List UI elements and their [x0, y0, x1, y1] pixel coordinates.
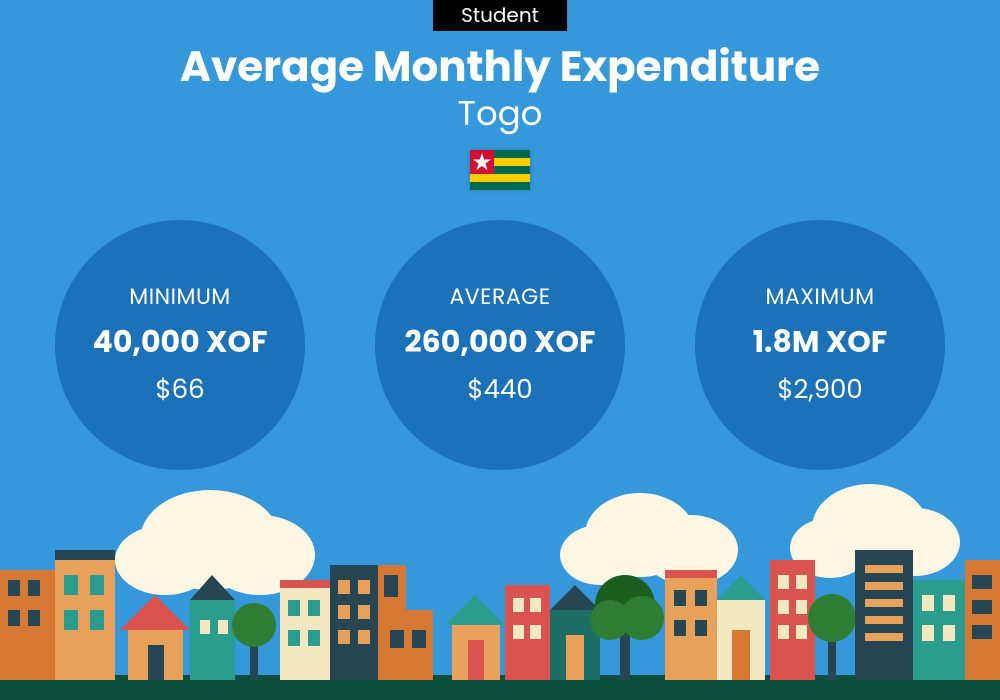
stat-value: 40,000 XOF: [93, 319, 268, 365]
stat-usd: $66: [155, 371, 204, 410]
stat-label: AVERAGE: [449, 280, 550, 313]
stat-circle-maximum: MAXIMUM 1.8M XOF $2,900: [695, 220, 945, 470]
stat-circle-average: AVERAGE 260,000 XOF $440: [375, 220, 625, 470]
stat-label: MAXIMUM: [765, 280, 874, 313]
stat-usd: $440: [467, 371, 532, 410]
stat-value: 1.8M XOF: [753, 319, 888, 365]
stat-circles-row: MINIMUM 40,000 XOF $66 AVERAGE 260,000 X…: [0, 220, 1000, 470]
stat-circle-minimum: MINIMUM 40,000 XOF $66: [55, 220, 305, 470]
togo-flag-icon: [470, 150, 530, 190]
country-name: Togo: [0, 88, 1000, 139]
persona-badge: Student: [433, 0, 567, 31]
stat-usd: $2,900: [777, 371, 862, 410]
stat-value: 260,000 XOF: [405, 319, 596, 365]
stat-label: MINIMUM: [129, 280, 230, 313]
cityscape-illustration: [0, 480, 1000, 700]
infographic-canvas: Student Average Monthly Expenditure Togo…: [0, 0, 1000, 700]
persona-badge-text: Student: [461, 1, 539, 29]
